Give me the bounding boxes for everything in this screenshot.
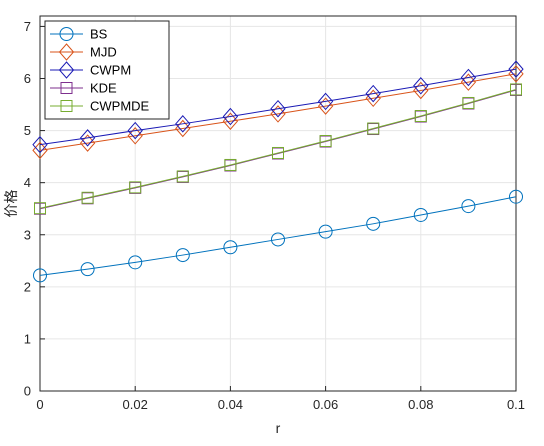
data-point-bs xyxy=(128,255,143,270)
series-line-bs xyxy=(39,196,517,276)
data-point-cwpmde xyxy=(367,122,380,135)
axis-ticks: 0 0.02 0.04 0.06 0.08 0.1 0 1 2 3 4 5 6 7 xyxy=(24,19,525,412)
legend-marker-mjd xyxy=(58,43,75,61)
legend: BS MJD CWPM KDE CWPMDE xyxy=(44,20,170,120)
series-line-mjd xyxy=(39,73,517,151)
data-point-bs xyxy=(318,224,333,239)
y-tick-label: 2 xyxy=(24,279,31,294)
x-tick-label: 0 xyxy=(36,397,43,412)
y-tick-label: 6 xyxy=(24,71,31,86)
y-tick-label: 3 xyxy=(24,227,31,242)
legend-item-kde: KDE xyxy=(50,81,117,96)
series-cwpm xyxy=(32,60,524,154)
data-point-cwpmde xyxy=(272,146,284,159)
data-point-cwpm xyxy=(413,77,429,95)
data-point-cwpm xyxy=(270,99,286,118)
legend-label-cwpmde: CWPMDE xyxy=(90,99,150,114)
data-point-bs xyxy=(271,232,285,247)
data-point-cwpmde xyxy=(176,170,189,183)
legend-item-bs: BS xyxy=(50,27,108,42)
data-point-cwpm xyxy=(175,115,191,133)
x-tick-label: 0.04 xyxy=(218,397,243,412)
legend-item-mjd: MJD xyxy=(50,43,117,61)
data-point-cwpm xyxy=(317,92,334,111)
series-line-cwpm xyxy=(39,68,517,146)
legend-marker-bs xyxy=(59,27,74,41)
data-point-cwpm xyxy=(32,135,48,154)
y-tick-label: 5 xyxy=(24,123,31,138)
legend-item-cwpm: CWPM xyxy=(50,61,131,79)
series-line-kde xyxy=(39,89,517,210)
grid-lines xyxy=(39,16,517,392)
y-tick-label: 1 xyxy=(24,331,31,346)
legend-marker-cwpm xyxy=(58,61,75,79)
data-point-bs xyxy=(33,268,47,283)
data-point-bs xyxy=(80,262,95,277)
legend-marker-cwpmde xyxy=(60,100,73,112)
y-tick-label: 7 xyxy=(24,19,31,34)
data-point-cwpm xyxy=(365,84,381,103)
legend-marker-kde xyxy=(60,82,73,94)
data-point-bs xyxy=(413,207,428,222)
data-point-cwpm xyxy=(508,60,524,78)
data-point-cwpmde xyxy=(319,135,332,147)
x-tick-label: 0.08 xyxy=(408,397,433,412)
data-point-cwpm xyxy=(222,107,239,126)
x-tick-label: 0.1 xyxy=(507,397,525,412)
data-point-bs xyxy=(175,248,190,263)
data-point-bs xyxy=(223,240,238,255)
series-cwpmde xyxy=(34,83,522,215)
legend-label-mjd: MJD xyxy=(90,45,117,60)
data-point-cwpmde xyxy=(414,110,427,122)
data-point-cwpm xyxy=(460,68,477,87)
data-point-cwpmde xyxy=(81,191,94,204)
data-point-bs xyxy=(509,189,523,204)
legend-label-kde: KDE xyxy=(90,81,117,96)
series-line-cwpmde xyxy=(39,88,517,209)
y-tick-label: 0 xyxy=(24,384,31,399)
x-tick-label: 0.02 xyxy=(123,397,148,412)
legend-label-cwpm: CWPM xyxy=(90,63,131,78)
series-layer xyxy=(32,60,524,283)
y-tick-label: 4 xyxy=(24,175,31,190)
data-point-cwpm xyxy=(127,121,143,140)
data-point-cwpm xyxy=(79,129,96,147)
data-point-cwpmde xyxy=(224,158,237,171)
series-bs xyxy=(33,189,523,283)
data-point-cwpmde xyxy=(129,181,142,194)
y-axis-label: 价格 xyxy=(3,190,19,218)
x-axis-label: r xyxy=(276,420,281,436)
data-point-bs xyxy=(366,216,381,231)
data-point-bs xyxy=(461,199,476,214)
legend-item-cwpmde: CWPMDE xyxy=(50,99,150,114)
legend-label-bs: BS xyxy=(90,27,108,42)
data-point-cwpmde xyxy=(34,202,46,215)
data-point-cwpmde xyxy=(510,83,522,96)
x-tick-label: 0.06 xyxy=(313,397,338,412)
data-point-cwpmde xyxy=(462,96,475,109)
